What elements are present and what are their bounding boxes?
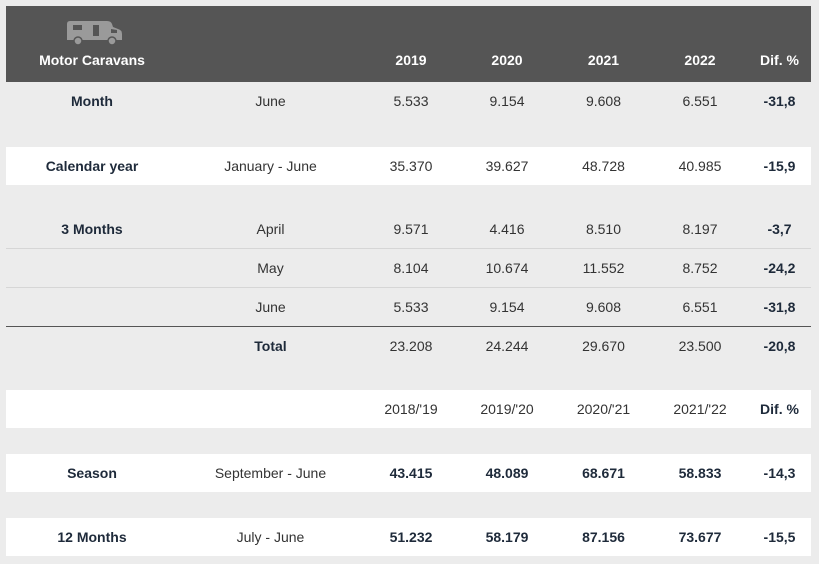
value-2021: 9.608 [585, 93, 622, 109]
value-dif: -20,8 [763, 338, 796, 354]
row-period: July - June [236, 529, 305, 545]
value-2020: 9.154 [489, 299, 525, 315]
value-dif: -31,8 [763, 299, 796, 315]
table-row-3-months-may: May 8.104 10.674 11.552 8.752 -24,2 [6, 249, 811, 287]
value-2022: 40.985 [678, 158, 722, 174]
value-2021: 48.728 [582, 158, 625, 174]
table-row-calendar-year: Calendar year January - June 35.370 39.6… [6, 147, 811, 185]
row-label: 3 Months [61, 221, 123, 237]
value-2021: 9.608 [585, 299, 622, 315]
table-row-3-months-april: 3 Months April 9.571 4.416 8.510 8.197 -… [6, 210, 811, 248]
row-period: April [256, 221, 285, 237]
value-2020-21: 87.156 [582, 529, 625, 545]
value-dif: -15,5 [763, 529, 796, 545]
value-2022: 6.551 [682, 299, 718, 315]
header-dif: Dif. % [760, 52, 799, 68]
value-2020: 4.416 [489, 221, 525, 237]
row-period: June [255, 93, 286, 109]
value-2020: 24.244 [485, 338, 529, 354]
row-divider [6, 248, 811, 249]
table-row-12-months: 12 Months July - June 51.232 58.179 87.1… [6, 518, 811, 556]
season-2020-21: 2020/'21 [576, 401, 631, 417]
value-2019: 5.533 [393, 93, 429, 109]
value-2019: 35.370 [389, 158, 433, 174]
total-divider [6, 326, 811, 327]
value-2019: 23.208 [389, 338, 433, 354]
row-period: September - June [214, 465, 327, 481]
table-header: Motor Caravans 2019 2020 2021 2022 Dif. … [6, 6, 811, 82]
header-year-2022: 2022 [684, 52, 716, 68]
value-dif: -3,7 [767, 221, 792, 237]
value-2022: 8.197 [682, 221, 718, 237]
season-2021-22: 2021/'22 [673, 401, 727, 417]
value-2021-22: 58.833 [678, 465, 722, 481]
row-period: June [255, 299, 286, 315]
value-2020-21: 68.671 [582, 465, 625, 481]
season-2019-20: 2019/'20 [480, 401, 534, 417]
value-dif: -14,3 [763, 465, 796, 481]
row-label: 12 Months [57, 529, 127, 545]
row-divider [6, 287, 811, 288]
value-2021: 29.670 [582, 338, 625, 354]
row-label: Calendar year [45, 158, 139, 174]
value-dif: -15,9 [763, 158, 796, 174]
value-2019-20: 58.179 [485, 529, 529, 545]
season-header-row: 2018/'19 2019/'20 2020/'21 2021/'22 Dif.… [6, 390, 811, 428]
value-2020: 10.674 [485, 260, 529, 276]
header-year-2019: 2019 [395, 52, 427, 68]
motor-caravan-icon [67, 21, 122, 46]
value-2021: 11.552 [582, 260, 625, 276]
row-period: January - June [224, 158, 317, 174]
value-dif: -31,8 [763, 93, 796, 109]
row-label: Season [67, 465, 117, 481]
season-header-dif: Dif. % [760, 401, 799, 417]
table-row-season: Season September - June 43.415 48.089 68… [6, 454, 811, 492]
value-2021-22: 73.677 [678, 529, 722, 545]
value-2020: 9.154 [489, 93, 525, 109]
value-2019: 9.571 [393, 221, 429, 237]
table-row-3-months-june: June 5.533 9.154 9.608 6.551 -31,8 [6, 288, 811, 326]
value-2022: 6.551 [682, 93, 718, 109]
value-dif: -24,2 [763, 260, 796, 276]
value-2019: 8.104 [393, 260, 429, 276]
value-2021: 8.510 [585, 221, 622, 237]
row-period: May [257, 260, 284, 276]
table-row-month: Month June 5.533 9.154 9.608 6.551 -31,8 [6, 82, 811, 120]
total-label: Total [254, 338, 287, 354]
row-label: Month [71, 93, 113, 109]
value-2019-20: 48.089 [485, 465, 529, 481]
value-2022: 8.752 [682, 260, 718, 276]
header-year-2021: 2021 [587, 52, 620, 68]
header-year-2020: 2020 [491, 52, 523, 68]
value-2019: 5.533 [393, 299, 429, 315]
value-2022: 23.500 [678, 338, 722, 354]
value-2018-19: 51.232 [389, 529, 433, 545]
season-2018-19: 2018/'19 [384, 401, 438, 417]
header-title: Motor Caravans [39, 52, 145, 68]
value-2018-19: 43.415 [389, 465, 433, 481]
table-row-3-months-total: Total 23.208 24.244 29.670 23.500 -20,8 [6, 327, 811, 365]
value-2020: 39.627 [485, 158, 529, 174]
